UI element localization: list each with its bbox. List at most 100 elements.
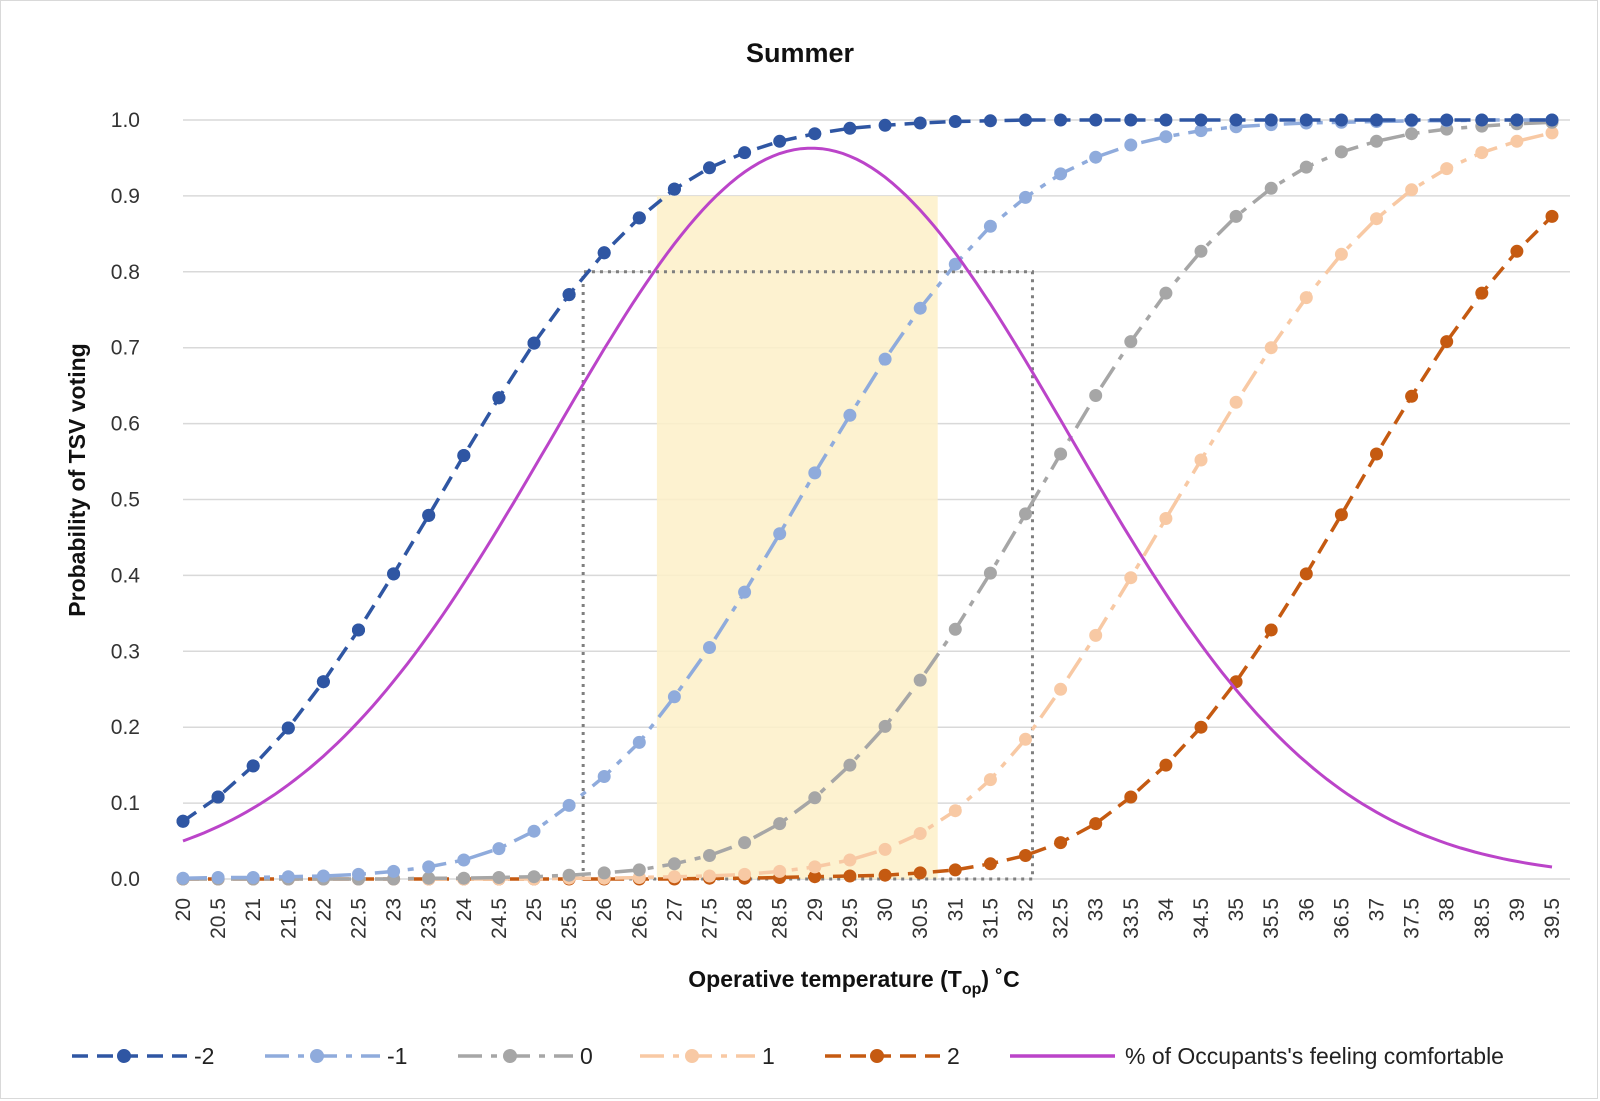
data-point [878,719,892,733]
data-point [1019,190,1032,204]
data-point [1334,113,1348,127]
data-point [457,871,471,885]
legend-label: -1 [387,1043,407,1069]
data-point [1089,628,1103,642]
x-tick-label: 21.5 [277,898,300,939]
data-point [913,116,927,130]
x-axis-label-main: Operative temperature (T [688,966,962,992]
x-tick-label: 31 [944,898,967,921]
x-axis-label-subscript: op [962,981,982,998]
data-point [1510,244,1524,258]
data-point [352,867,365,881]
legend-swatch-marker [117,1049,131,1063]
data-point [1440,162,1454,176]
data-point [913,827,927,840]
x-tick-label: 26 [593,898,616,921]
x-tick-label: 39.5 [1541,898,1564,939]
y-tick-label: 0.9 [111,185,140,208]
data-point [352,623,365,637]
data-point [1054,682,1068,696]
data-point [948,863,962,877]
y-axis-ticks: 0.0 0.1 0.2 0.3 0.4 0.5 0.6 0.7 0.8 0.9 1.0 [111,109,141,891]
x-tick-label: 38.5 [1471,898,1494,939]
data-point [913,301,927,315]
x-tick-label: 27 [663,898,686,921]
legend-item-1: 1 [640,1043,775,1069]
legend-item--1: -1 [265,1043,407,1069]
data-point [422,871,436,885]
data-point [387,864,401,878]
data-point [1510,134,1524,148]
data-point [1405,389,1419,403]
data-point [1124,571,1138,585]
data-point [948,115,962,128]
highlight-band [656,195,938,879]
x-tick-label: 33.5 [1120,898,1143,939]
data-point [1545,209,1559,223]
data-point [527,870,541,884]
data-point [878,352,892,366]
y-tick-label: 0.3 [111,640,140,663]
legend-label: 1 [762,1043,775,1069]
data-point [1405,127,1419,141]
x-tick-label: 36.5 [1330,898,1353,939]
data-point [1334,247,1348,261]
x-tick-label: 26.5 [628,898,651,939]
legend-label: -2 [194,1043,214,1069]
data-point [738,585,752,599]
x-tick-label: 32 [1014,898,1037,921]
legend-item-comfort: % of Occupants's feeling comfortable [1010,1043,1504,1069]
x-tick-label: 37.5 [1401,898,1424,939]
data-point [1124,138,1138,152]
legend-swatch-marker [685,1049,699,1063]
data-point [1159,512,1173,525]
data-point [1405,113,1419,127]
data-point [1054,113,1068,127]
x-tick-label: 30 [874,898,897,921]
data-point [281,870,295,884]
y-tick-label: 1.0 [111,109,140,132]
data-point [457,853,471,867]
data-point [1124,790,1138,804]
data-point [1264,623,1278,637]
legend-item-2: 2 [825,1043,960,1069]
y-tick-label: 0.2 [111,716,140,739]
data-point [316,675,330,689]
x-tick-label: 20.5 [207,898,230,939]
data-point [1264,341,1278,355]
data-point [1229,395,1243,409]
legend-item--2: -2 [72,1043,214,1069]
data-point [843,869,857,883]
data-point [1194,124,1208,138]
legend-label: 0 [580,1043,593,1069]
x-tick-label: 20 [172,898,195,921]
legend: -2 -1 0 1 2 % of Occupants's feeling comforta… [72,1043,1504,1069]
legend-swatch-marker [870,1049,884,1063]
data-point [1545,113,1559,127]
x-tick-label: 23 [383,898,406,921]
data-point [597,246,611,260]
x-tick-label: 24 [453,898,476,922]
data-point [1054,836,1068,850]
y-tick-label: 0.5 [111,489,140,512]
data-point [773,527,787,541]
data-point [176,871,190,885]
data-point [1124,113,1138,127]
data-point [983,219,997,233]
data-point [913,673,927,687]
x-tick-label: 34.5 [1190,898,1213,939]
data-point [1510,113,1524,127]
x-tick-label: 29.5 [839,898,862,939]
data-point [983,114,997,128]
data-point [1264,113,1278,127]
data-point [843,853,857,867]
data-point [1089,150,1103,164]
data-point [808,791,822,805]
series-layer [176,113,1559,886]
data-point [983,857,997,871]
data-point [948,622,962,636]
data-point [176,814,190,828]
data-point [1054,447,1068,461]
data-point [632,863,646,877]
data-point [667,690,681,704]
